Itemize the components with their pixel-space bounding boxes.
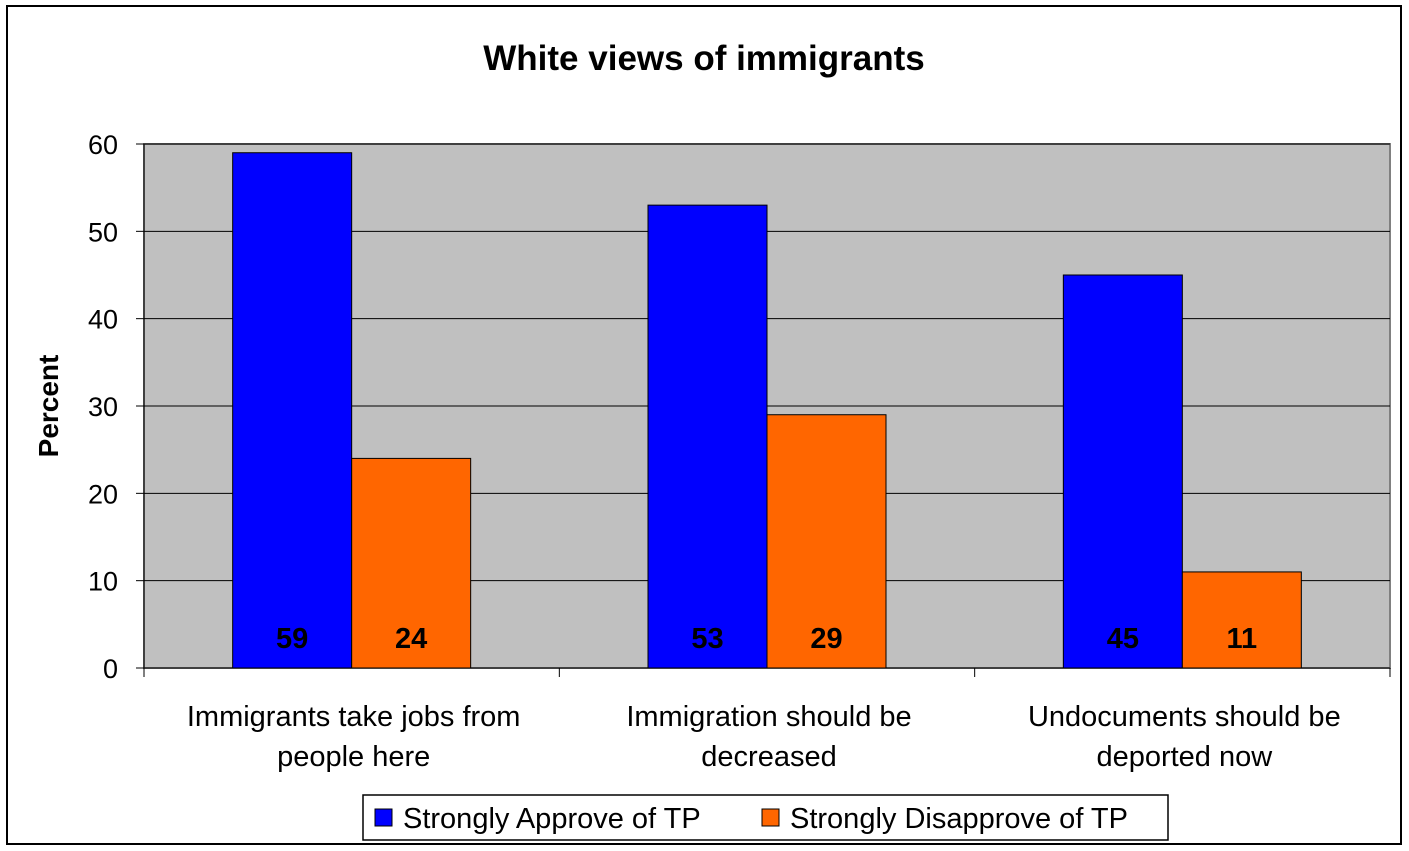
y-tick-label: 40 [88, 305, 118, 335]
x-category-label: deported now [1096, 741, 1273, 773]
x-category-label: Immigration should be [626, 701, 911, 733]
bar-approve [232, 152, 353, 669]
legend-swatch [374, 808, 393, 827]
bar-approve [647, 204, 768, 669]
legend: Strongly Approve of TP Strongly Disapprov… [362, 794, 1169, 841]
data-label: 45 [1107, 623, 1139, 655]
y-tick-label: 10 [88, 567, 118, 597]
y-tick-label: 0 [103, 654, 118, 684]
category-labels: Immigrants take jobs from people here Immi… [187, 701, 1341, 773]
y-tick-label: 60 [88, 130, 118, 160]
bars [232, 152, 1302, 669]
data-label: 24 [395, 623, 427, 655]
y-axis-label: Percent [33, 355, 64, 458]
bar-disapprove [1181, 571, 1302, 669]
bar-disapprove [351, 457, 472, 669]
legend-swatch [761, 808, 780, 827]
legend-label: Strongly Approve of TP [403, 803, 701, 835]
data-label: 59 [276, 623, 308, 655]
bar-approve [1062, 274, 1183, 669]
y-tick-label: 30 [88, 392, 118, 422]
legend-label: Strongly Disapprove of TP [790, 803, 1128, 835]
y-tick-label: 50 [88, 217, 118, 247]
bar-disapprove [766, 414, 887, 669]
data-label: 29 [810, 623, 842, 655]
x-category-label: people here [277, 741, 430, 773]
x-category-label: decreased [701, 741, 836, 773]
x-category-label: Undocuments should be [1028, 701, 1341, 733]
axes [136, 143, 1391, 677]
data-label: 11 [1226, 623, 1257, 655]
x-category-label: Immigrants take jobs from [187, 701, 521, 733]
data-label: 53 [691, 623, 723, 655]
y-tick-labels: 0 10 20 30 40 50 60 [88, 130, 118, 684]
data-labels: 59 24 53 29 45 11 [276, 623, 1257, 655]
y-tick-label: 20 [88, 479, 118, 509]
chart-title: White views of immigrants [483, 39, 924, 78]
